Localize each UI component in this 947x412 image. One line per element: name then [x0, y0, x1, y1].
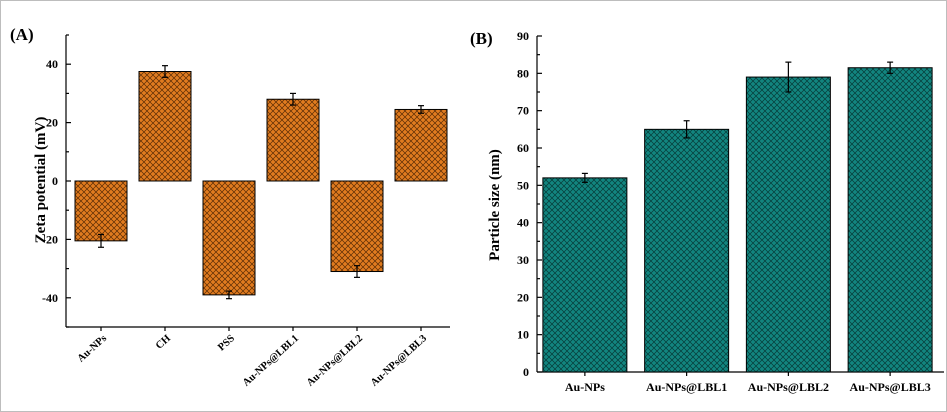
- panel-a-category-label: Au-NPs: [76, 333, 109, 365]
- panel-b-bar: [644, 128, 730, 373]
- panel-a-ytick-label: -40: [42, 291, 58, 305]
- panel-a-ytick-label: -20: [42, 232, 58, 246]
- panel-a-bar: [202, 180, 256, 296]
- panel-a-bar: [74, 180, 128, 242]
- panel-a-ylabel: Zeta potential (mV): [33, 117, 49, 244]
- panel-a-ytick-label: 40: [46, 57, 58, 71]
- panel-b-ytick-label: 70: [517, 104, 529, 118]
- panel-a-category-label: Au-NPs@LBL2: [305, 333, 365, 389]
- panel-a-bar: [266, 98, 320, 182]
- panel-a-ytick-label: 0: [52, 174, 58, 188]
- panel-b-ytick-label: 10: [517, 328, 529, 342]
- panel-a-category-label: CH: [154, 333, 173, 352]
- panel-b-ylabel: Particle size (nm): [487, 149, 503, 261]
- panel-a-category-label: PSS: [216, 333, 237, 353]
- panel-b-ytick-label: 80: [517, 66, 529, 80]
- panel-b-bar: [542, 177, 628, 373]
- panel-a-bar: [394, 108, 448, 182]
- panel-b-ytick-label: 0: [523, 365, 529, 379]
- panel-b-bar: [847, 67, 933, 373]
- panel-b-category-label: Au-NPs@LBL1: [646, 380, 727, 394]
- panel-a-ytick-label: 20: [46, 116, 58, 130]
- panel-a-category-label: Au-NPs@LBL3: [369, 333, 429, 389]
- panel-b-ytick-label: 40: [517, 216, 529, 230]
- panel-b-label: (B): [470, 29, 493, 48]
- panel-b-plot: 0 10 20 30 40 50 60 70 80 90 Au-NPs Au-NPs@LBL1 Au-N…: [517, 29, 944, 394]
- panel-b-ytick-label: 50: [517, 178, 529, 192]
- panel-b-category-label: Au-NPs: [565, 380, 605, 394]
- panel-b-ytick-label: 90: [517, 29, 529, 43]
- panel-b-ytick-label: 20: [517, 290, 529, 304]
- panel-b-ytick-label: 60: [517, 141, 529, 155]
- panel-b-bar: [745, 76, 831, 373]
- panel-a-bar: [330, 180, 384, 273]
- panel-a-label: (A): [10, 25, 34, 44]
- panel-a-bar: [138, 71, 192, 182]
- panel-b-category-label: Au-NPs@LBL3: [850, 380, 931, 394]
- panel-b-category-label: Au-NPs@LBL2: [748, 380, 829, 394]
- panel-a-category-label: Au-NPs@LBL1: [241, 333, 301, 389]
- panel-b-ytick-label: 30: [517, 253, 529, 267]
